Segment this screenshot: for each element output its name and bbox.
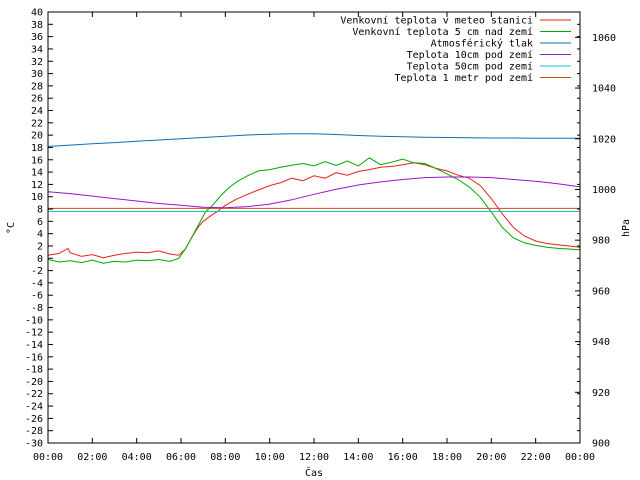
y-left-tick-label: -6 [31,291,43,302]
y-left-tick-label: -14 [25,340,43,351]
y-right-tick-label: 980 [592,236,610,247]
y-left-tick-label: 22 [31,118,43,129]
series-line-3 [47,133,580,147]
y-left-tick-label: 14 [31,168,43,179]
y-left-tick-label: 12 [31,180,43,191]
y-left-tick-label: -2 [31,266,43,277]
y-right-tick-label: 1000 [592,185,616,196]
y-left-tick-label: 24 [31,106,43,117]
y-left-tick-label: 16 [31,155,43,166]
y-left-tick-label: 26 [31,94,43,105]
y-left-tick-label: -28 [25,426,43,437]
series-layer [47,133,581,264]
y-left-tick-label: 18 [31,143,43,154]
y-axis-right-label: hPa [621,219,632,237]
y-right-tick-label: 1060 [592,33,616,44]
y-left-tick-label: 20 [31,131,43,142]
y-left-tick-label: 8 [37,205,43,216]
y-left-tick-label: -24 [25,402,43,413]
y-left-tick-label: -16 [25,352,43,363]
y-left-tick-label: 30 [31,69,43,80]
axis-layer: -30-28-26-24-22-20-18-16-14-12-10-8-6-4-… [25,8,616,464]
y-left-tick-label: 0 [37,254,43,265]
y-right-tick-label: 900 [592,439,610,450]
y-left-tick-label: -8 [31,303,43,314]
legend-label-4: Teplota 10cm pod zemí [407,49,533,61]
x-tick-label: 06:00 [166,452,196,463]
x-tick-label: 18:00 [432,452,462,463]
legend-label-5: Teplota 50cm pod zemí [407,61,533,73]
y-left-tick-label: -12 [25,328,43,339]
x-tick-label: 12:00 [299,452,329,463]
x-tick-label: 22:00 [521,452,551,463]
x-tick-label: 04:00 [122,452,152,463]
series-line-2 [47,157,581,264]
x-tick-label: 10:00 [255,452,285,463]
y-left-tick-label: 10 [31,192,43,203]
x-tick-label: 08:00 [210,452,240,463]
legend-label-2: Venkovní teplota 5 cm nad zemí [352,26,533,38]
y-right-tick-label: 960 [592,286,610,297]
y-left-tick-label: 34 [31,44,43,55]
x-tick-label: 16:00 [388,452,418,463]
y-right-tick-label: 940 [592,337,610,348]
y-right-tick-label: 1020 [592,134,616,145]
y-left-tick-label: 4 [37,229,43,240]
y-left-tick-label: 28 [31,81,43,92]
y-left-tick-label: 36 [31,32,43,43]
series-line-4 [47,176,581,209]
y-left-tick-label: 40 [31,8,43,19]
y-left-tick-label: -26 [25,414,43,425]
x-tick-label: 00:00 [33,452,63,463]
x-tick-label: 20:00 [476,452,506,463]
y-right-tick-label: 920 [592,388,610,399]
y-left-tick-label: -30 [25,439,43,450]
legend: Venkovní teplota v meteo staniciVenkovní… [340,15,571,84]
legend-label-3: Atmosférický tlak [431,38,533,50]
y-left-tick-label: 2 [37,241,43,252]
y-left-tick-label: -18 [25,365,43,376]
x-axis-label: Čas [305,466,323,479]
x-tick-label: 02:00 [77,452,107,463]
y-left-tick-label: 6 [37,217,43,228]
y-left-tick-label: 32 [31,57,43,68]
x-tick-label: 14:00 [343,452,373,463]
legend-label-1: Venkovní teplota v meteo stanici [340,15,533,27]
y-axis-left-label: °C [6,222,17,234]
y-left-tick-label: -20 [25,377,43,388]
y-right-tick-label: 1040 [592,84,616,95]
y-left-tick-label: -10 [25,315,43,326]
y-left-tick-label: -22 [25,389,43,400]
y-left-tick-label: 38 [31,20,43,31]
y-left-tick-label: -4 [31,278,43,289]
x-tick-label: 00:00 [565,452,595,463]
series-line-1 [47,162,581,259]
legend-label-6: Teplota 1 metr pod zemí [395,72,533,84]
